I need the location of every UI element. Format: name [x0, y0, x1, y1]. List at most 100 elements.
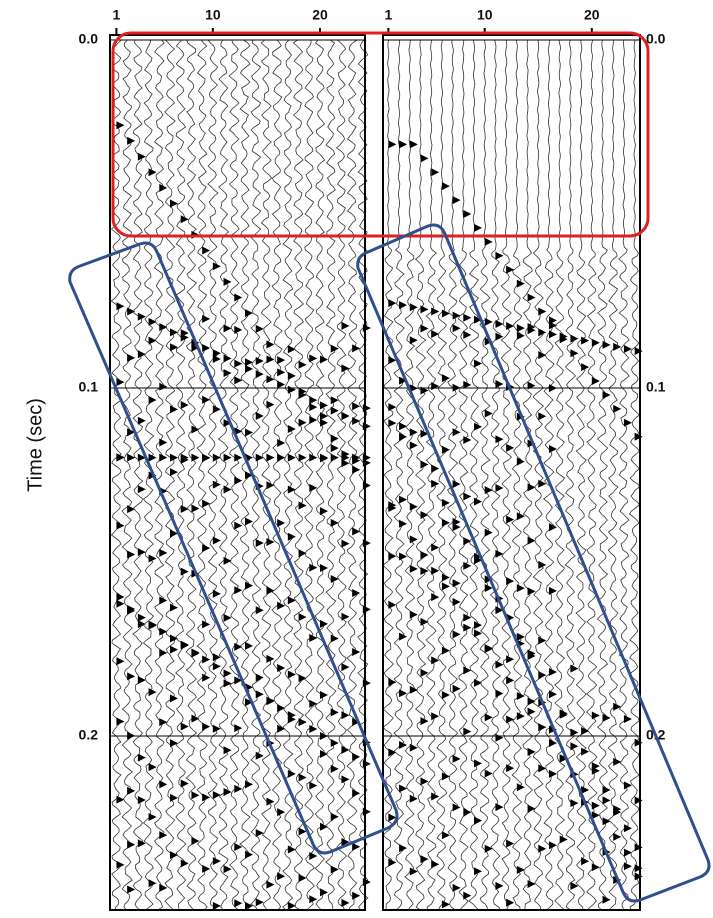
lobe	[234, 642, 243, 651]
lobe	[170, 634, 178, 643]
lobe	[330, 634, 339, 643]
lobe	[330, 575, 339, 584]
lobe	[212, 901, 221, 910]
lobe	[399, 519, 408, 528]
lobe	[202, 343, 211, 352]
lobe	[452, 883, 461, 892]
lobe	[170, 739, 178, 748]
lobe	[399, 422, 408, 431]
lobe	[420, 617, 429, 626]
lobe	[255, 370, 264, 379]
lobe	[202, 864, 211, 873]
lobe	[223, 679, 232, 688]
lobe	[116, 860, 125, 869]
x-tick-label: 20	[584, 7, 600, 23]
lobe	[409, 303, 418, 312]
trace	[511, 39, 523, 911]
lobe	[474, 621, 483, 630]
lobe	[484, 237, 493, 246]
trace	[282, 39, 294, 911]
lobe	[234, 359, 243, 368]
trace	[196, 39, 208, 911]
lobe	[298, 613, 307, 622]
lobe	[388, 140, 397, 149]
lobe	[127, 453, 136, 462]
lobe	[516, 279, 525, 288]
lobe	[180, 779, 189, 788]
lobe	[409, 867, 418, 876]
annotations	[68, 31, 711, 903]
lobe	[116, 453, 125, 462]
lobe	[527, 322, 536, 331]
trace	[357, 39, 369, 911]
x-tick-label: 10	[205, 7, 221, 23]
lobe	[495, 251, 504, 260]
lobe	[277, 601, 286, 610]
lobe	[245, 850, 253, 859]
lobe	[352, 842, 361, 851]
lobe	[474, 315, 483, 324]
trace	[217, 39, 230, 911]
lobe	[474, 359, 483, 368]
lobe	[452, 598, 461, 607]
lobe	[191, 791, 200, 800]
lobe	[212, 349, 221, 358]
lobe	[234, 724, 243, 733]
trace	[207, 39, 219, 911]
lobe	[409, 140, 418, 149]
lobe	[170, 645, 178, 654]
lobe	[298, 827, 307, 836]
lobe	[191, 504, 200, 513]
trace	[554, 39, 566, 911]
lobe	[245, 780, 253, 789]
lobe	[212, 724, 221, 733]
trace	[446, 39, 459, 911]
lobe	[309, 403, 318, 412]
lobe	[287, 715, 296, 724]
lobe	[463, 380, 472, 389]
lobe	[116, 657, 125, 666]
lobe	[341, 412, 350, 421]
lobe	[591, 863, 600, 872]
lobe	[352, 402, 361, 411]
lobe	[634, 432, 643, 441]
lobe	[341, 364, 350, 373]
trace	[314, 39, 326, 911]
lobe	[127, 840, 136, 849]
lobe	[506, 655, 515, 664]
lobe	[623, 345, 632, 354]
lobe	[309, 483, 318, 492]
lobe	[266, 481, 275, 490]
lobe	[330, 396, 339, 405]
lobe	[452, 517, 461, 526]
red-box	[111, 31, 650, 238]
lobe	[388, 552, 397, 561]
lobe	[234, 453, 243, 462]
lobe	[452, 480, 461, 489]
lobe	[420, 567, 429, 576]
lobe	[484, 317, 493, 326]
lobe	[463, 623, 472, 632]
lobe	[287, 453, 296, 462]
lobe	[495, 319, 504, 328]
lobe	[245, 901, 253, 910]
lobe	[474, 552, 483, 561]
lobe	[266, 375, 275, 384]
lobe	[137, 152, 146, 161]
lobe	[287, 485, 296, 494]
lobe	[330, 865, 339, 874]
lobe	[330, 764, 339, 773]
lobe	[538, 723, 547, 732]
trace	[346, 39, 358, 911]
lobe	[180, 329, 189, 338]
trace	[522, 39, 534, 911]
lobe	[474, 678, 483, 687]
lobe	[255, 539, 264, 548]
lobe	[399, 376, 408, 385]
lobe	[223, 669, 232, 678]
lobe	[287, 670, 296, 679]
lobe	[352, 465, 361, 474]
lobe	[463, 613, 472, 622]
lobe	[191, 714, 200, 723]
